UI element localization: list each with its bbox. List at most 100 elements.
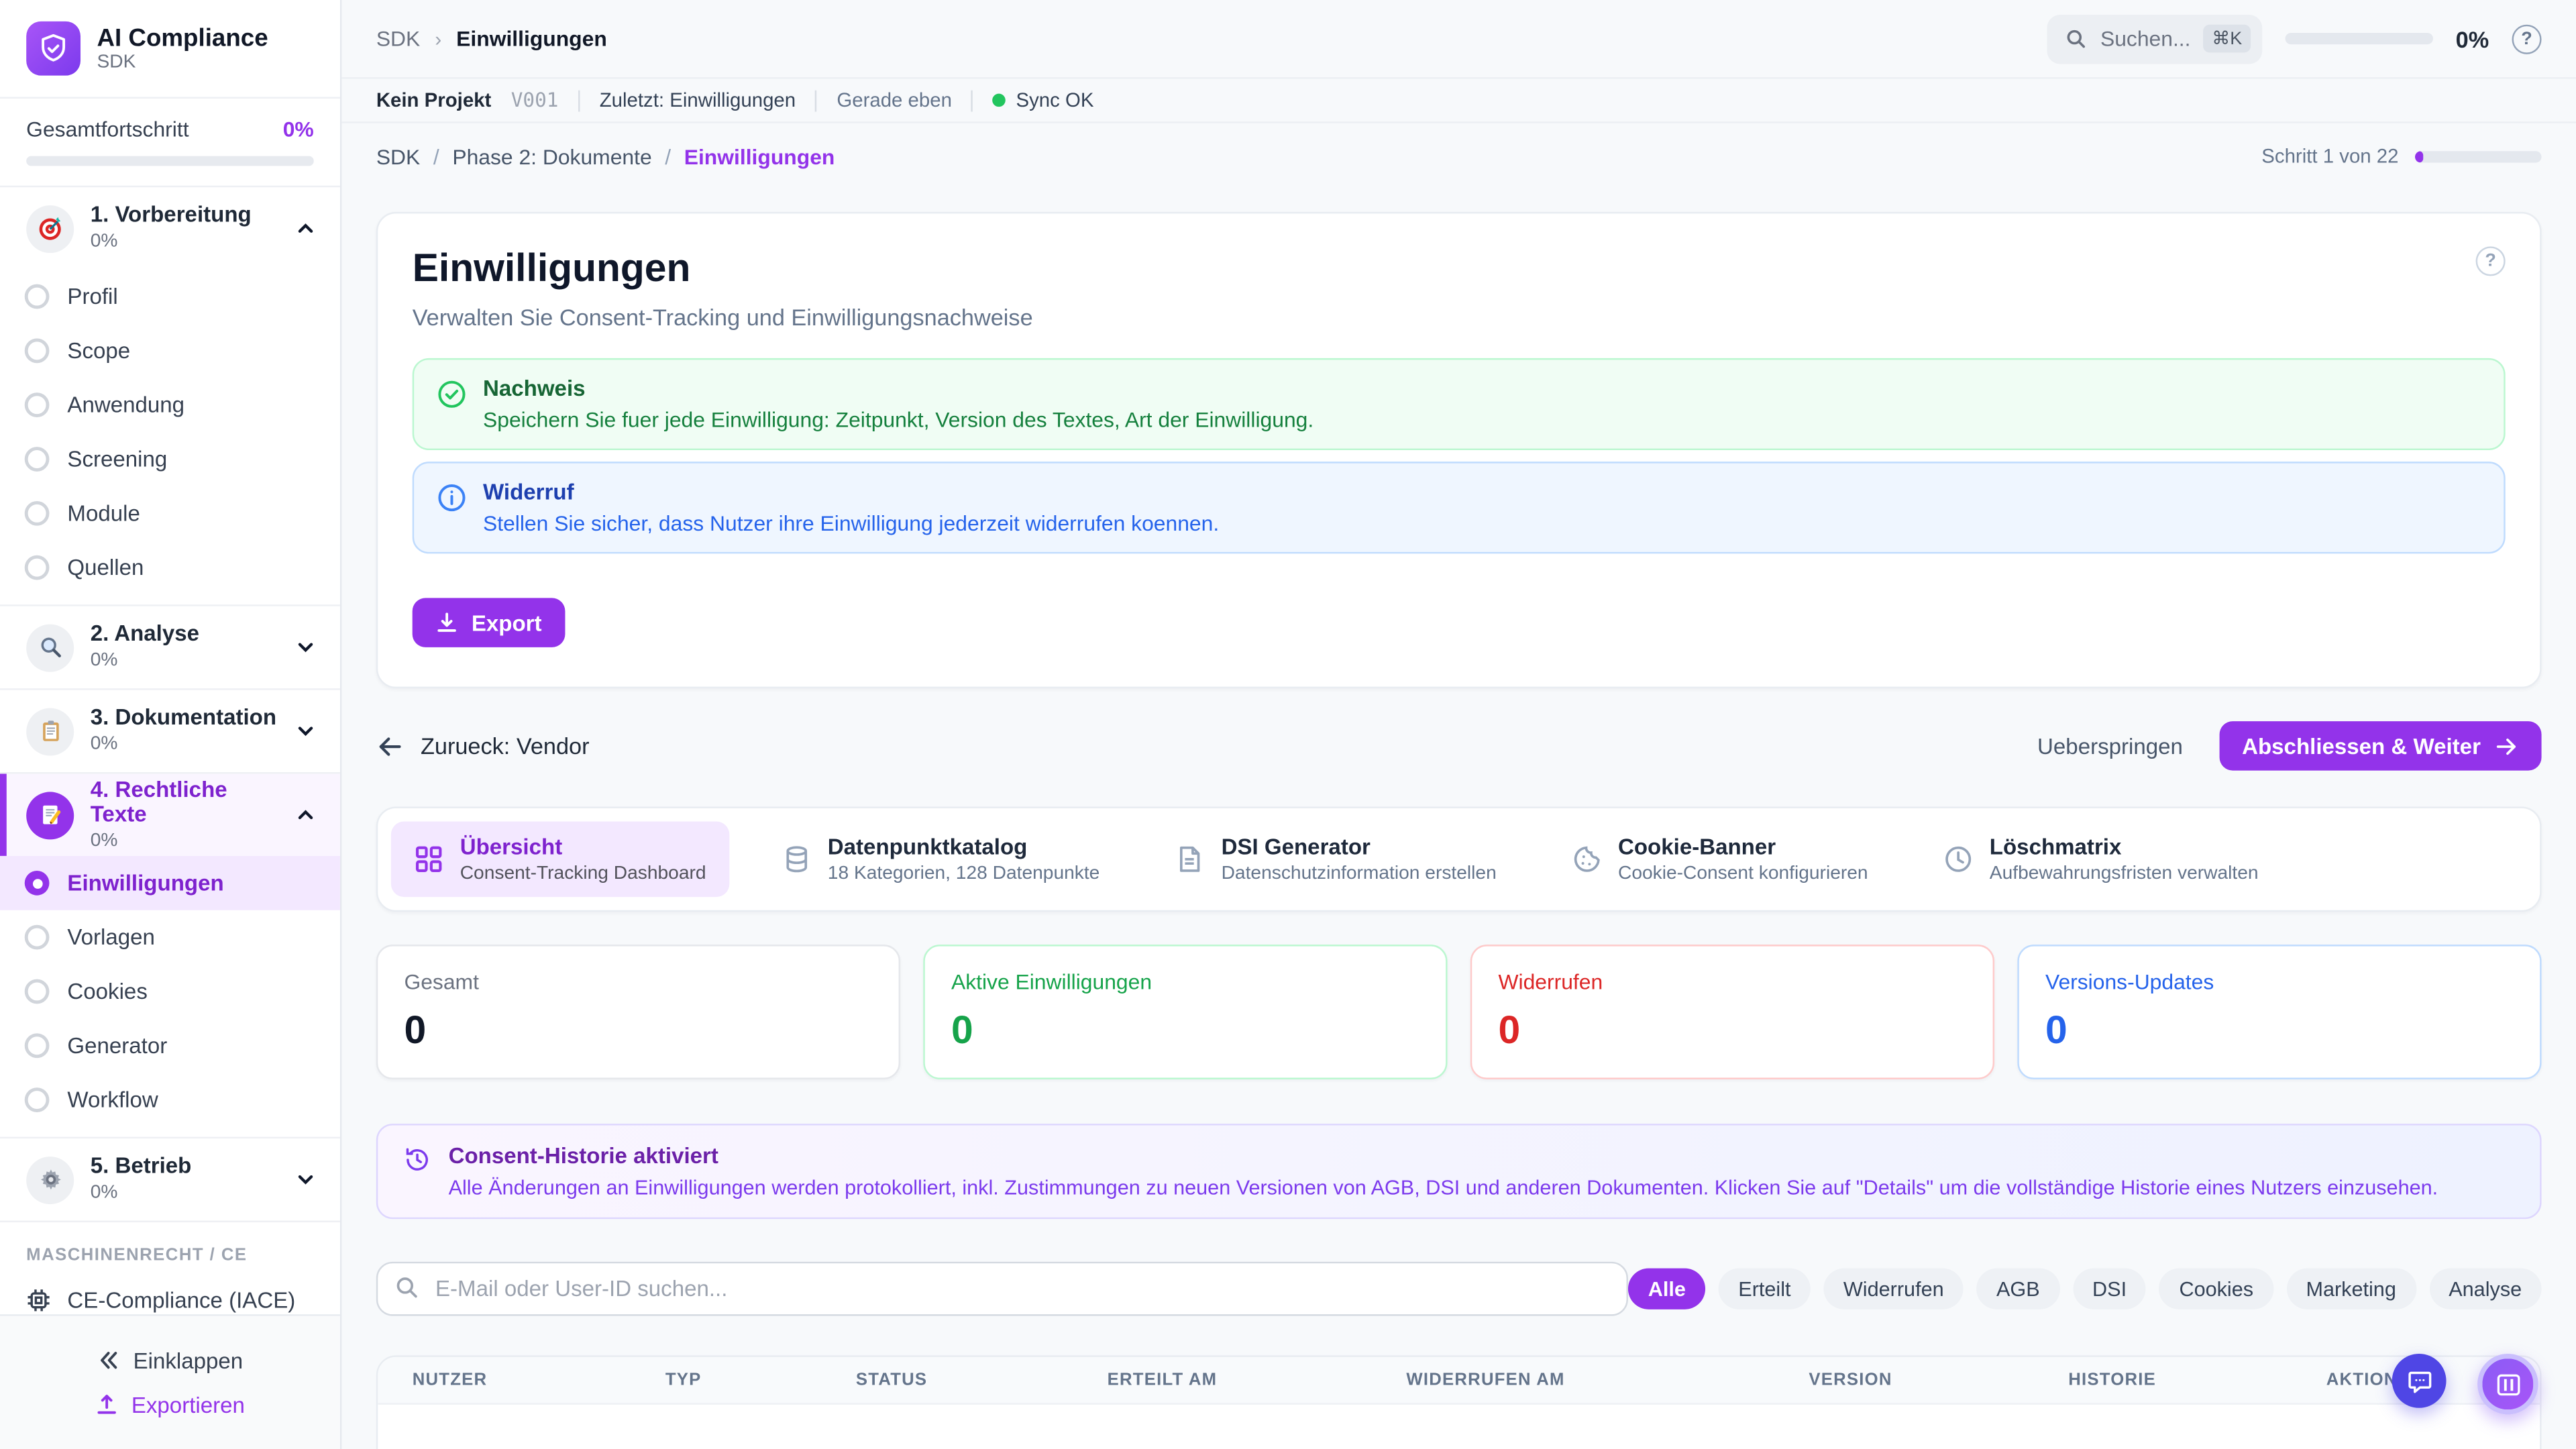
columns-icon <box>2496 1373 2520 1395</box>
sidebar-item-scope[interactable]: Scope <box>0 323 340 378</box>
phase-group-betrieb: 5. Betrieb 0% <box>0 1138 340 1223</box>
sidebar-export-button[interactable]: Exportieren <box>95 1393 245 1417</box>
radio-circle-icon <box>24 924 50 950</box>
sidebar-item-label: Workflow <box>67 1087 158 1112</box>
arrow-right-icon <box>2496 737 2516 754</box>
overall-progress-label: Gesamtfortschritt <box>26 116 189 142</box>
collapse-sidebar-button[interactable]: Einklappen <box>97 1348 244 1373</box>
filter-chip-alle[interactable]: Alle <box>1628 1268 1706 1309</box>
sidebar-footer: Einklappen Exportieren <box>0 1314 340 1449</box>
radio-circle-icon <box>24 392 50 418</box>
skip-button[interactable]: Ueberspringen <box>2037 733 2183 759</box>
radio-circle-icon <box>24 1087 50 1112</box>
user-search-input[interactable] <box>376 1261 1629 1316</box>
chip-icon <box>28 1289 50 1311</box>
banner-body: Alle Änderungen an Einwilligungen werden… <box>448 1176 2438 1199</box>
breadcrumb-root[interactable]: SDK <box>376 144 421 169</box>
sidebar-phase-rechtliche-texte[interactable]: 4. Rechtliche Texte 0% <box>0 773 340 856</box>
column-header: HISTORIE <box>2068 1370 2157 1390</box>
breadcrumb-root[interactable]: SDK <box>376 26 421 51</box>
page-header-card: Einwilligungen ? Verwalten Sie Consent-T… <box>376 211 2542 689</box>
sidebar-item-quellen[interactable]: Quellen <box>0 541 340 595</box>
breadcrumb-separator: › <box>435 27 442 50</box>
sync-status: Sync OK <box>993 89 1094 112</box>
export-button[interactable]: Export <box>412 598 565 647</box>
sidebar-item-workflow[interactable]: Workflow <box>0 1073 340 1127</box>
column-header: ERTEILT AM <box>1107 1370 1218 1390</box>
help-icon[interactable]: ? <box>2512 23 2542 54</box>
tab-subtitle: Consent-Tracking Dashboard <box>460 864 706 884</box>
filter-chip-agb[interactable]: AGB <box>1976 1268 2060 1309</box>
sidebar-phase-vorbereitung[interactable]: 1. Vorbereitung 0% <box>0 187 340 269</box>
shield-logo-icon <box>26 21 81 76</box>
next-button[interactable]: Abschliessen & Weiter <box>2218 721 2542 771</box>
chevron-down-icon <box>298 1175 313 1185</box>
sidebar: AI Compliance SDK Gesamtfortschritt 0% 1… <box>0 0 342 1449</box>
sidebar-item-module[interactable]: Module <box>0 486 340 541</box>
columns-fab-button[interactable] <box>2477 1353 2538 1415</box>
arrow-left-icon <box>379 737 401 755</box>
sidebar-item-label: CE-Compliance (IACE) <box>67 1287 296 1312</box>
callout-text: Widerruf Stellen Sie sicher, dass Nutzer… <box>483 480 1219 535</box>
sidebar-item-einwilligungen[interactable]: Einwilligungen <box>0 855 340 910</box>
sidebar-item-label: Quellen <box>67 555 144 580</box>
topbar-progress-bar <box>2284 32 2433 45</box>
tab-loeschmatrix[interactable]: Löschmatrix Aufbewahrungsfristen verwalte… <box>1921 821 2282 897</box>
sidebar-item-anwendung[interactable]: Anwendung <box>0 378 340 432</box>
topbar-breadcrumb: SDK › Einwilligungen <box>376 26 607 51</box>
back-button[interactable]: Zurueck: Vendor <box>376 732 590 760</box>
tab-dsi-generator[interactable]: DSI Generator Datenschutzinformation erst… <box>1152 821 1519 897</box>
breadcrumb-parent[interactable]: Phase 2: Dokumente <box>452 144 652 169</box>
radio-circle-icon <box>24 555 50 580</box>
filter-chip-cookies[interactable]: Cookies <box>2159 1268 2273 1309</box>
stat-value: 0 <box>2045 1008 2068 1053</box>
step-progress: Schritt 1 von 22 <box>2261 145 2542 168</box>
overall-progress: Gesamtfortschritt 0% <box>0 99 340 188</box>
sidebar-item-label: Scope <box>67 338 131 364</box>
sidebar-item-profil[interactable]: Profil <box>0 270 340 324</box>
sidebar-item-generator[interactable]: Generator <box>0 1018 340 1073</box>
sidebar-phase-dokumentation[interactable]: 3. Dokumentation 0% <box>0 690 340 772</box>
tab-cookie-banner[interactable]: Cookie-Banner Cookie-Consent konfiguriere… <box>1549 821 1891 897</box>
sync-label: Sync OK <box>1016 89 1094 112</box>
chat-fab-button[interactable] <box>2392 1353 2447 1408</box>
stat-cards: Gesamt 0 Aktive Einwilligungen 0 Widerru… <box>376 945 2542 1079</box>
filter-chip-dsi[interactable]: DSI <box>2072 1268 2147 1309</box>
tab-uebersicht[interactable]: Übersicht Consent-Tracking Dashboard <box>390 821 729 898</box>
global-search-button[interactable]: Suchen... ⌘K <box>2047 13 2262 64</box>
sidebar-item-label: Profil <box>67 284 118 309</box>
phase-text: 5. Betrieb 0% <box>91 1153 278 1205</box>
info-circle-icon <box>438 484 466 512</box>
breadcrumb-separator: / <box>665 144 672 169</box>
upload-icon <box>97 1395 116 1414</box>
sidebar-item-screening[interactable]: Screening <box>0 432 340 486</box>
phase-group-vorbereitung: 1. Vorbereitung 0% Profil Scope Anwendun… <box>0 187 340 606</box>
history-clock-icon <box>406 1148 428 1171</box>
export-label: Export <box>471 610 542 635</box>
sidebar-phase-analyse[interactable]: 2. Analyse 0% <box>0 606 340 688</box>
tab-subtitle: Datenschutzinformation erstellen <box>1221 864 1497 884</box>
sidebar-phase-betrieb[interactable]: 5. Betrieb 0% <box>0 1138 340 1220</box>
column-header: WIDERRUFEN AM <box>1406 1370 1565 1390</box>
card-help-icon[interactable]: ? <box>2475 246 2506 276</box>
filter-chip-marketing[interactable]: Marketing <box>2286 1268 2416 1309</box>
filter-chip-erteilt[interactable]: Erteilt <box>1718 1268 1811 1309</box>
filter-chip-analyse[interactable]: Analyse <box>2428 1268 2542 1309</box>
phase-text: 4. Rechtliche Texte 0% <box>91 776 278 853</box>
banner-text: Consent-Historie aktiviert Alle Änderung… <box>449 1143 2438 1199</box>
callout-text: Nachweis Speichern Sie fuer jede Einwill… <box>483 376 1313 432</box>
tab-datenpunktkatalog[interactable]: Datenpunktkatalog 18 Kategorien, 128 Date… <box>759 821 1123 897</box>
collapse-label: Einklappen <box>133 1348 244 1373</box>
sidebar-item-vorlagen[interactable]: Vorlagen <box>0 910 340 965</box>
breadcrumb-current: Einwilligungen <box>684 144 835 169</box>
stat-label: Versions-Updates <box>2045 969 2214 994</box>
phase-label: 3. Dokumentation <box>90 704 277 730</box>
filter-chips: Alle Erteilt Widerrufen AGB DSI Cookies … <box>1628 1268 2542 1309</box>
sidebar-item-cookies[interactable]: Cookies <box>0 965 340 1019</box>
filter-chip-widerrufen[interactable]: Widerrufen <box>1823 1268 1964 1309</box>
sidebar-item-ce-compliance[interactable]: CE-Compliance (IACE) <box>0 1272 340 1328</box>
banner-title: Consent-Historie aktiviert <box>448 1143 718 1169</box>
radio-circle-icon <box>24 500 50 526</box>
user-search <box>376 1261 1629 1316</box>
